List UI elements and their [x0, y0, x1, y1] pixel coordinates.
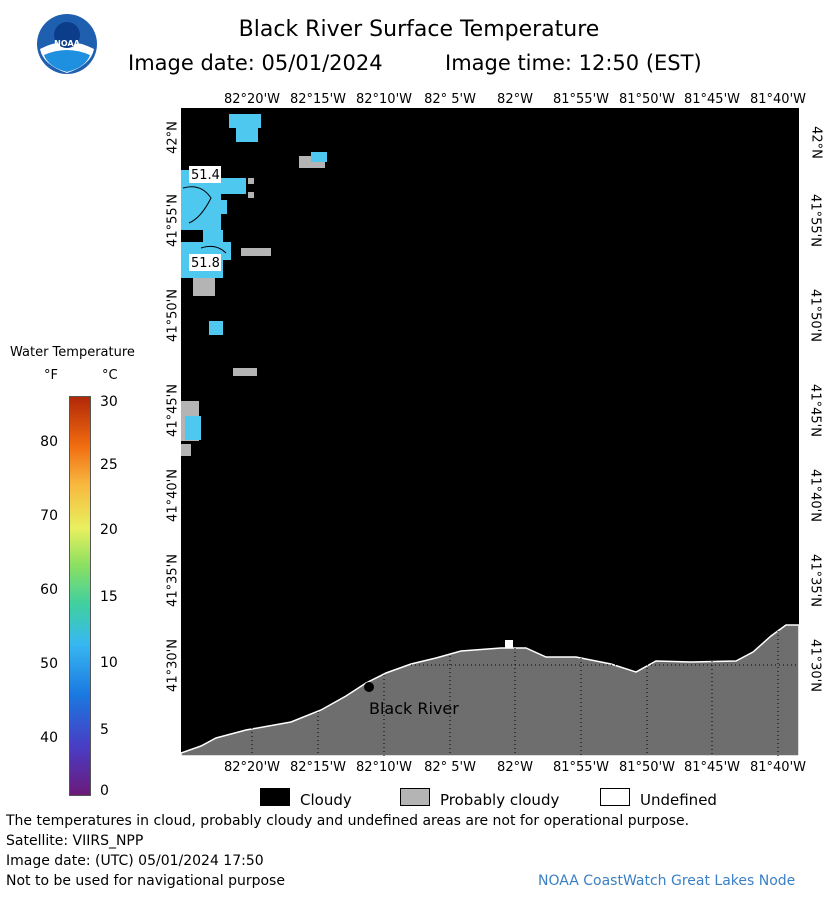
footer-note: The temperatures in cloud, probably clou… [6, 813, 690, 829]
tick-c: 0 [100, 783, 109, 799]
image-date: Image date: 05/01/2024 [128, 51, 383, 75]
lat-label-right: 41°50'N [807, 289, 823, 342]
tick-f: 50 [40, 656, 58, 672]
tick-c: 10 [100, 655, 118, 671]
water-background [181, 108, 799, 756]
tick-c: 15 [100, 589, 118, 605]
temp-label: 51.4 [191, 168, 220, 183]
color-scale-bar [69, 396, 91, 796]
unit-celsius: °C [102, 368, 118, 383]
lon-label-top: 81°50'W [618, 92, 676, 107]
temp-label: 51.8 [191, 256, 220, 271]
graticule [251, 631, 799, 756]
page-title: Black River Surface Temperature [238, 17, 600, 42]
tick-f: 70 [40, 508, 58, 524]
lat-label-right: 41°55'N [807, 194, 823, 247]
lon-label-bottom: 81°50'W [618, 760, 676, 775]
lon-label-top: 82°15'W [289, 92, 347, 107]
temperature-map: 51.4 51.8 Black River [180, 108, 800, 757]
image-time: Image time: 12:50 (EST) [445, 51, 702, 75]
lat-label-left: 41°50'N [165, 289, 181, 342]
lat-label-left: 41°35'N [165, 554, 181, 607]
lat-label-right: 41°45'N [807, 384, 823, 437]
footer-utc-date: Image date: (UTC) 05/01/2024 17:50 [6, 853, 264, 869]
footer-nav-warning: Not to be used for navigational purpose [6, 873, 285, 889]
lat-label-right: 41°35'N [807, 554, 823, 607]
lon-label-top: 81°45'W [683, 92, 741, 107]
legend-swatch-probably-cloudy [400, 788, 430, 806]
legend-label-undefined: Undefined [640, 791, 717, 809]
lon-label-top: 82°20'W [223, 92, 281, 107]
scale-title: Water Temperature [10, 345, 135, 360]
lon-label-bottom: 82°20'W [223, 760, 281, 775]
lon-label-bottom: 82°10'W [355, 760, 413, 775]
lat-label-left: 41°40'N [165, 469, 181, 522]
tick-c: 20 [100, 522, 118, 538]
lat-label-right: 41°40'N [807, 469, 823, 522]
lon-label-top: 81°55'W [552, 92, 610, 107]
legend-swatch-cloudy [260, 788, 290, 806]
lat-label-left: 41°55'N [165, 194, 181, 247]
unit-fahrenheit: °F [44, 368, 58, 383]
legend-label-probably-cloudy: Probably cloudy [440, 791, 560, 809]
legend-swatch-undefined [600, 788, 630, 806]
tick-f: 60 [40, 582, 58, 598]
tick-f: 40 [40, 730, 58, 746]
undefined-pixel [505, 640, 513, 648]
footer-satellite: Satellite: VIIRS_NPP [6, 833, 144, 849]
lon-label-top: 82°10'W [355, 92, 413, 107]
tick-f: 80 [40, 434, 58, 450]
lon-label-bottom: 81°40'W [749, 760, 807, 775]
legend-label-cloudy: Cloudy [300, 791, 352, 809]
lat-label-right: 42°N [808, 126, 824, 159]
lon-label-bottom: 82°15'W [289, 760, 347, 775]
tick-c: 30 [100, 394, 118, 410]
lon-label-bottom: 81°45'W [683, 760, 741, 775]
tick-c: 25 [100, 457, 118, 473]
lon-label-top: 82° 5'W [424, 92, 476, 107]
logo-text: NOAA [54, 39, 80, 48]
land-area [180, 624, 800, 757]
lat-label-right: 41°30'N [807, 639, 823, 692]
lon-label-bottom: 82° 5'W [424, 760, 476, 775]
lat-label-left: 41°45'N [165, 384, 181, 437]
tick-c: 5 [100, 722, 109, 738]
footer-credit: NOAA CoastWatch Great Lakes Node [538, 873, 796, 889]
lat-label-left: 41°30'N [165, 639, 181, 692]
lon-label-bottom: 81°55'W [552, 760, 610, 775]
black-river-marker [364, 682, 374, 692]
location-label: Black River [369, 699, 459, 718]
lon-label-top: 81°40'W [749, 92, 807, 107]
noaa-logo: NOAA [36, 13, 98, 75]
lon-label-bottom: 82°W [497, 760, 533, 775]
lon-label-top: 82°W [497, 92, 533, 107]
lat-label-left: 42°N [165, 121, 181, 154]
